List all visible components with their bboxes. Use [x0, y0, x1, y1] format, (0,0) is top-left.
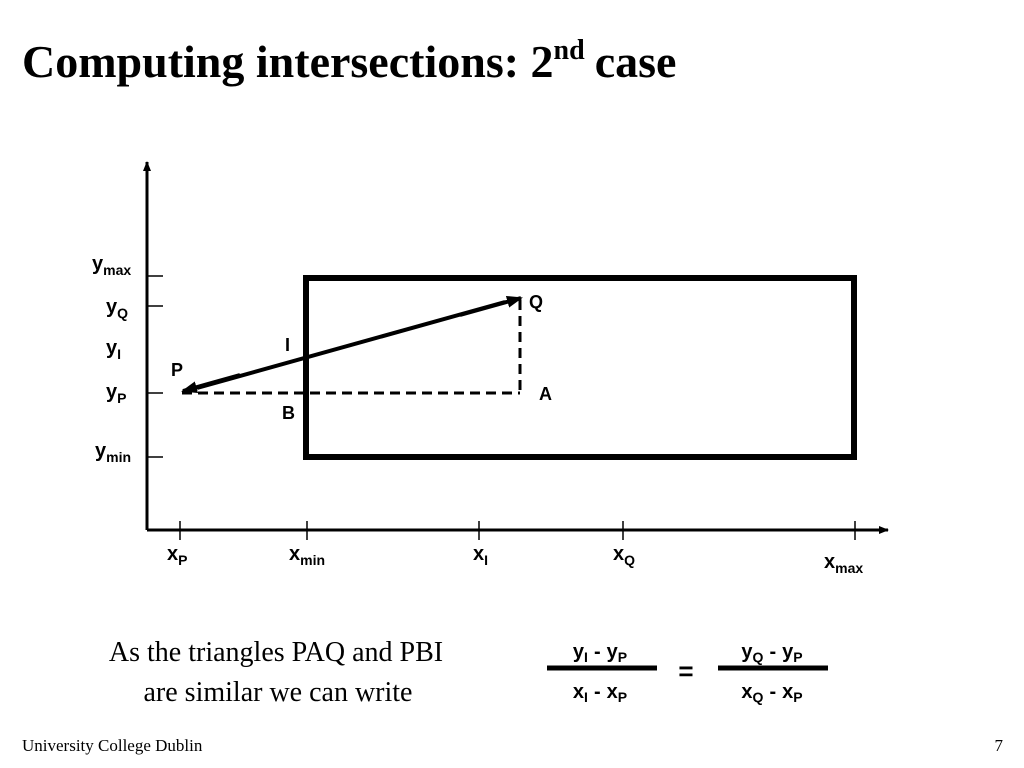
x-label: xQ — [613, 543, 635, 568]
label-sub: P — [178, 552, 187, 568]
label-main: x — [613, 543, 624, 565]
point-label: P — [171, 360, 183, 380]
label-sub: P — [117, 390, 126, 406]
y-label: yQ — [106, 296, 128, 321]
denominator: xQ - xP — [741, 681, 802, 705]
title-superscript: nd — [554, 35, 586, 66]
title-end: case — [595, 36, 677, 87]
x-label: xI — [473, 543, 488, 568]
point-label: B — [282, 403, 295, 423]
caption-line: are similar we can write — [144, 677, 413, 708]
y-label: yI — [106, 337, 121, 362]
point-label: I — [285, 335, 290, 355]
segment-pq — [196, 300, 506, 390]
footer-institution: University College Dublin — [22, 736, 203, 755]
eq-operator: - — [769, 641, 776, 663]
label-sub: min — [300, 552, 325, 568]
y-label: ymin — [95, 440, 131, 465]
eq-main: y — [607, 641, 619, 663]
x-label: xmin — [289, 543, 325, 568]
eq-main: x — [741, 681, 752, 703]
caption: As the triangles PAQ and PBI are similar… — [109, 637, 443, 708]
eq-sub: Q — [753, 649, 764, 665]
label-main: y — [106, 381, 118, 403]
label-sub: I — [484, 552, 488, 568]
label-sub: Q — [117, 305, 128, 321]
eq-main: y — [573, 641, 585, 663]
eq-main: y — [741, 641, 753, 663]
y-label: yP — [106, 381, 126, 406]
eq-operator: - — [594, 681, 601, 703]
ticks — [148, 275, 856, 540]
y-label: ymax — [92, 253, 131, 278]
eq-main: x — [607, 681, 618, 703]
label-main: x — [824, 551, 835, 573]
arrow-head — [181, 373, 241, 393]
eq-main: y — [782, 641, 794, 663]
label-main: y — [106, 337, 118, 359]
eq-sub: P — [793, 689, 802, 705]
eq-sub: I — [584, 649, 588, 665]
label-main: x — [289, 543, 300, 565]
eq-sub: P — [618, 689, 627, 705]
caption-line: As the triangles PAQ and PBI — [109, 637, 443, 668]
label-sub: max — [103, 262, 131, 278]
clip-window — [303, 275, 857, 460]
eq-sub: P — [618, 649, 627, 665]
labels: ymax yQ yI yP ymin xP xmin xI xQ xmax P … — [92, 253, 863, 576]
label-main: y — [106, 296, 118, 318]
numerator: yQ - yP — [741, 641, 802, 665]
label-main: x — [167, 543, 178, 565]
eq-main: x — [782, 681, 793, 703]
point-label: A — [539, 384, 552, 404]
denominator: xI - xP — [573, 681, 627, 705]
title-text: Computing intersections: 2 — [22, 36, 554, 87]
page-number: 7 — [995, 736, 1004, 755]
label-sub: Q — [624, 552, 635, 568]
label-sub: max — [835, 560, 863, 576]
x-label: xP — [167, 543, 187, 568]
title: Computing intersections: 2nd case — [22, 35, 676, 87]
numerator: yI - yP — [573, 641, 627, 665]
equals: = — [678, 656, 693, 686]
eq-sub: I — [584, 689, 588, 705]
label-main: x — [473, 543, 484, 565]
label-sub: I — [117, 346, 121, 362]
equation: yI - yP xI - xP = yQ - yP xQ - xP — [547, 641, 828, 705]
eq-operator: - — [594, 641, 601, 663]
label-sub: min — [106, 449, 131, 465]
eq-sub: P — [793, 649, 802, 665]
point-label: Q — [529, 292, 543, 312]
label-main: y — [95, 440, 107, 462]
arrow-head — [459, 295, 523, 317]
x-label: xmax — [824, 551, 863, 576]
eq-main: x — [573, 681, 584, 703]
label-main: y — [92, 253, 104, 275]
diagram — [143, 161, 889, 540]
eq-operator: - — [769, 681, 776, 703]
eq-sub: Q — [753, 689, 764, 705]
